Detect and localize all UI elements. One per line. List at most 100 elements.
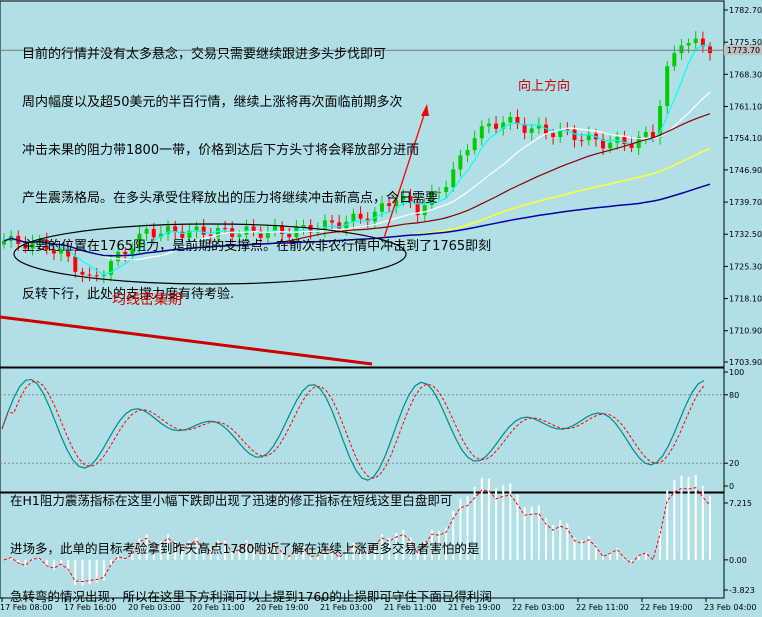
candle-body bbox=[2, 240, 6, 245]
analysis-line: 在H1阻力震荡指标在这里小幅下跌即出现了迅速的修正指标在短线这里白盘即可 bbox=[10, 493, 453, 508]
candle-body bbox=[700, 38, 705, 47]
candle-body bbox=[108, 261, 113, 275]
candle-body bbox=[501, 122, 506, 129]
x-tick-label: 22 Feb 03:00 bbox=[512, 603, 564, 612]
stoch-tick-label: 20 bbox=[729, 459, 739, 468]
candle-body bbox=[422, 205, 427, 216]
stoch-tick-label: 80 bbox=[729, 391, 739, 400]
candle-body bbox=[158, 233, 163, 238]
candle-body bbox=[494, 123, 499, 129]
y-tick-label: 1768.30 bbox=[729, 70, 762, 79]
x-tick-label: 17 Feb 16:00 bbox=[64, 603, 116, 612]
x-tick-label: 21 Feb 03:00 bbox=[320, 603, 372, 612]
analysis-line: 急转弯的情况出现，所以在这里下方利润可以上提到1760的止损即可守住下面已得利润 bbox=[10, 589, 492, 604]
candle-body bbox=[693, 38, 698, 44]
candle-body bbox=[258, 230, 263, 238]
candle-body bbox=[265, 231, 270, 238]
current-price-tag bbox=[724, 45, 762, 56]
up-arrow-line bbox=[383, 111, 426, 239]
ma-fast-line bbox=[3, 44, 711, 276]
candle-body bbox=[272, 226, 277, 232]
candle-body bbox=[486, 123, 491, 127]
candle-body bbox=[308, 225, 313, 233]
candle-body bbox=[437, 191, 442, 193]
y-tick-label: 1725.30 bbox=[729, 262, 762, 271]
candle-body bbox=[166, 226, 171, 234]
candle-body bbox=[479, 126, 484, 139]
candle-body bbox=[508, 116, 513, 123]
y-tick-label: 1746.90 bbox=[729, 166, 762, 175]
candle-body bbox=[358, 213, 363, 219]
stochastic-panel-frame bbox=[0, 367, 725, 493]
candle-body bbox=[123, 251, 128, 255]
y-tick-label: 1775.50 bbox=[729, 38, 762, 47]
y-tick-label: 1718.10 bbox=[729, 295, 762, 304]
candle-body bbox=[572, 129, 577, 141]
stoch-tick-label: 100 bbox=[729, 368, 744, 377]
candle-body bbox=[387, 203, 392, 206]
candle-body bbox=[223, 228, 228, 230]
analysis-text-top: 目前的行情并没有太多悬念，交易只需要继续跟进多头步伐即可 周内幅度以及超50美元… bbox=[22, 15, 491, 335]
candle-body bbox=[101, 274, 106, 276]
stoch-signal-line bbox=[1, 380, 705, 479]
candle-body bbox=[586, 133, 591, 141]
candle-body bbox=[37, 240, 42, 242]
candle-body bbox=[365, 218, 370, 222]
candle-body bbox=[80, 271, 85, 275]
candle-body bbox=[401, 196, 406, 201]
candle-body bbox=[665, 66, 670, 107]
candle-body bbox=[608, 142, 613, 149]
candle-body bbox=[237, 234, 242, 237]
up-arrow-head bbox=[421, 104, 429, 116]
candle-body bbox=[301, 225, 306, 228]
macd-panel-frame bbox=[0, 492, 725, 599]
candle-body bbox=[180, 231, 185, 238]
up-direction-label: 向上方向 bbox=[518, 79, 571, 94]
candle-body bbox=[87, 274, 92, 276]
y-tick-label: 1782.70 bbox=[729, 6, 762, 15]
candle-body bbox=[515, 116, 520, 125]
candle-body bbox=[280, 226, 285, 234]
candle-body bbox=[408, 196, 413, 203]
candle-body bbox=[579, 140, 584, 142]
y-tick-label: 1754.10 bbox=[729, 134, 762, 143]
candle-body bbox=[429, 191, 434, 206]
x-tick-label: 22 Feb 11:00 bbox=[576, 603, 628, 612]
candle-body bbox=[173, 226, 178, 232]
candle-body bbox=[679, 45, 684, 54]
ma-slow4-line bbox=[3, 183, 711, 257]
candle-body bbox=[444, 187, 449, 192]
stoch-main-line bbox=[1, 378, 705, 481]
ma-cluster-label: 均线密集期 bbox=[112, 292, 182, 308]
candle-body bbox=[59, 249, 64, 254]
x-tick-label: 23 Feb 04:00 bbox=[704, 603, 756, 612]
candle-body bbox=[201, 226, 206, 235]
trend-line bbox=[0, 315, 373, 366]
candle-body bbox=[351, 213, 356, 222]
x-tick-label: 17 Feb 08:00 bbox=[0, 603, 52, 612]
analysis-line: 反转下行，此处的支撑力度有待考验. bbox=[22, 287, 235, 302]
candle-body bbox=[194, 226, 199, 231]
candle-body bbox=[394, 200, 399, 206]
ma-cluster-ellipse bbox=[13, 223, 407, 285]
candle-body bbox=[636, 136, 641, 149]
price-panel-frame bbox=[0, 0, 725, 368]
candle-body bbox=[73, 256, 78, 272]
candle-body bbox=[379, 203, 384, 212]
candle-body bbox=[287, 233, 292, 238]
candle-body bbox=[643, 132, 648, 137]
analysis-line: 主要的位置在1765阻力，是前期的支撑点。在前次非农行情中冲击到了1765即刻 bbox=[22, 239, 492, 254]
x-tick-label: 20 Feb 11:00 bbox=[192, 603, 244, 612]
ma-slow1-line bbox=[3, 91, 711, 261]
candle-body bbox=[23, 243, 28, 249]
candle-body bbox=[94, 275, 99, 277]
analysis-line: 目前的行情并没有太多悬念，交易只需要继续跟进多头步伐即可 bbox=[22, 47, 387, 62]
x-tick-label: 20 Feb 03:00 bbox=[128, 603, 180, 612]
candle-body bbox=[322, 220, 327, 231]
candle-body bbox=[558, 129, 563, 137]
analysis-line: 进场多，此单的目标考验拿到昨天高点1780附近了解在连续上涨更多交易者害怕的是 bbox=[10, 541, 480, 556]
analysis-line: 周内幅度以及超50美元的半百行情，继续上涨将再次面临前期多次 bbox=[22, 95, 403, 110]
candle-body bbox=[151, 228, 156, 238]
